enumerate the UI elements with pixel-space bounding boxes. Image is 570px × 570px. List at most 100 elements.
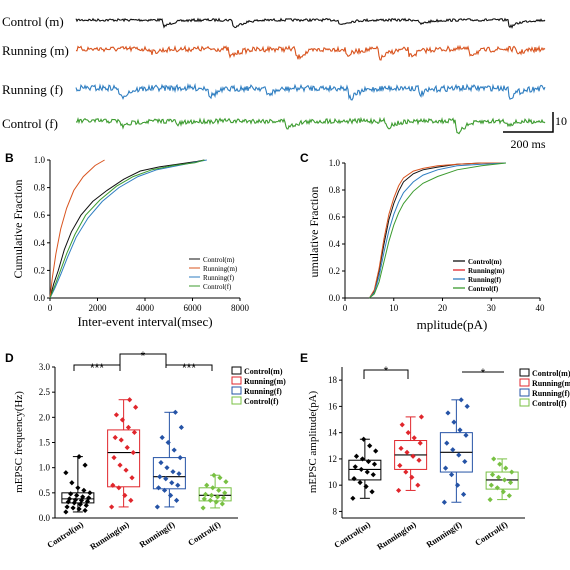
panel-d-control-m-point <box>82 507 88 514</box>
panel-e-ytick-label: 12 <box>328 454 337 464</box>
panel-d-ytick-label: 2.5 <box>39 387 51 397</box>
panel-d-control-m-point <box>83 502 89 509</box>
panel-e-boxes <box>348 397 519 505</box>
panel-e-control-m-point <box>351 476 357 482</box>
panel-e-control-m-point <box>365 458 372 465</box>
legend-d-control-f: Control(f) <box>244 397 279 406</box>
panel-d-control-m-point <box>84 498 91 504</box>
panel-e-ytick-label: 14 <box>328 428 338 438</box>
panel-e-control-m-point <box>359 456 366 462</box>
legend-e-running-f: Running(f) <box>532 389 570 398</box>
panel-e-control-f-point <box>509 469 515 475</box>
panel-e-running-m-point <box>416 457 422 463</box>
panel-e-running-f-point <box>462 458 468 465</box>
panel-c-ytick-label: 0.2 <box>329 266 340 276</box>
panel-d-control-f-point <box>220 495 227 501</box>
panel-d-running-m-point <box>130 449 136 456</box>
trace-control-f <box>75 116 546 135</box>
panel-b-ytick-label: 0.4 <box>34 238 46 248</box>
panel-d-control-m-point <box>76 506 82 512</box>
panel-d-ytick-label: 2.0 <box>39 412 51 422</box>
panel-e-running-f-point <box>450 447 456 453</box>
panel-d-control-m-point <box>87 490 93 496</box>
panel-b-xtick-label: 0 <box>48 303 53 313</box>
panel-d-control-m-point <box>66 496 73 502</box>
panel-c-amp-cdf: C 0 10 20 30 40 0.0 0.2 0.4 0.6 0.8 1.0 umulative … <box>300 151 545 332</box>
panel-d-control-f-point <box>216 487 222 493</box>
panel-d-running-f-point <box>169 480 175 486</box>
panel-d-significance: *** * *** <box>73 349 213 375</box>
panel-e-running-m-point <box>399 422 405 428</box>
panel-d-control-m-point <box>76 453 82 460</box>
panel-d-control-m-point <box>86 495 92 501</box>
panel-b-series <box>49 159 207 299</box>
panel-e-running-m-point <box>397 462 403 469</box>
panel-e-control-f-box <box>485 471 519 490</box>
panel-e-ticks: 8 10 12 14 16 18 Control(m) Running(m) Running(f… <box>328 375 509 552</box>
trace-running-m <box>75 44 546 61</box>
panel-b-ytick-label: 0.8 <box>34 183 46 193</box>
panel-d-running-m-point <box>118 437 124 443</box>
legend-c-running-m: Running(m) <box>468 267 505 275</box>
panel-b-iei-cdf: B 0 2000 4000 6000 8000 0.0 0.2 0.4 0.6 0.8 1.0 Cu… <box>5 151 250 329</box>
sig-d-1: *** <box>90 361 104 375</box>
panel-d-ytick-label: 1.0 <box>39 463 51 473</box>
panel-d-control-m-point <box>72 497 79 503</box>
panel-d-control-m-point <box>77 501 83 508</box>
panel-e-running-m-point <box>405 430 411 436</box>
panel-e-running-f-point <box>441 499 447 505</box>
scale-bar <box>503 112 554 133</box>
panel-d-control-f-point <box>202 491 209 497</box>
panel-c-x-label: mplitude(pA) <box>417 317 488 332</box>
panel-e-running-m-point <box>404 449 410 455</box>
panel-d-control-m-point <box>82 462 88 468</box>
panel-b-ticks: 0 2000 4000 6000 8000 0.0 0.2 0.4 0.6 0.8 1.0 <box>34 155 250 313</box>
panel-c-letter: C <box>300 151 309 165</box>
panel-d-running-m-box <box>107 429 141 488</box>
panel-d-ytick-label: 3.0 <box>39 362 51 372</box>
panel-b-xtick-label: 6000 <box>184 303 203 313</box>
panel-c-xtick-label: 10 <box>389 303 399 313</box>
panel-e-control-m-point <box>370 472 376 478</box>
panel-b-ytick-label: 0.0 <box>34 293 46 303</box>
trace-control-m <box>75 17 546 29</box>
panel-e-running-f-point <box>456 452 462 458</box>
panel-d-running-m-point <box>110 482 116 488</box>
panel-c-y-label: umulative Fraction <box>307 187 321 278</box>
panel-d-control-f-point <box>214 494 221 500</box>
panel-c-legend: Control(m) Running(m) Running(f) Control… <box>453 258 505 293</box>
panel-b-series-running-m <box>49 159 105 299</box>
scale-bar-amp-label: 10 <box>555 114 567 128</box>
panel-d-running-m-point <box>125 424 132 430</box>
legend-e-running-m: Running(m) <box>532 379 570 388</box>
panel-e-running-m-point <box>418 414 425 420</box>
panel-d-control-f-point <box>223 479 229 485</box>
panel-e-running-m-point <box>415 482 421 488</box>
panel-e-running-f-point <box>445 410 451 416</box>
panel-e-control-f-point <box>494 485 500 491</box>
legend-c-control-m: Control(m) <box>468 258 502 266</box>
panel-e-control-f-point <box>488 482 494 488</box>
panel-b-ytick-label: 0.6 <box>34 210 46 220</box>
panel-d-running-f-point <box>175 482 181 488</box>
panel-d-running-f-point <box>159 434 165 441</box>
panel-e-control-m-point <box>364 469 370 475</box>
panel-d-running-m-point <box>111 455 117 461</box>
panel-e-letter: E <box>300 351 308 365</box>
panel-d-running-m-point <box>133 404 139 410</box>
panel-c-xtick-label: 30 <box>487 303 497 313</box>
panel-d-running-m-point <box>129 475 135 481</box>
legend-e-swatch-running-f <box>519 388 530 397</box>
panel-d-running-m-point <box>128 497 134 503</box>
sig-e-2: * <box>481 366 486 380</box>
panel-e-control-m-point <box>373 448 379 454</box>
panel-c-ytick-label: 0.8 <box>329 185 341 195</box>
panel-d-control-f-point <box>207 497 213 503</box>
panel-d-control-f-point <box>204 482 210 488</box>
legend-e-swatch-running-m <box>519 378 530 387</box>
panel-d-control-f-point <box>222 490 228 496</box>
panel-d-control-f-point <box>217 475 223 481</box>
panel-b-series-control-m <box>49 159 205 299</box>
legend-b-running-f: Running(f) <box>203 274 235 282</box>
trace-running-f <box>75 82 546 101</box>
